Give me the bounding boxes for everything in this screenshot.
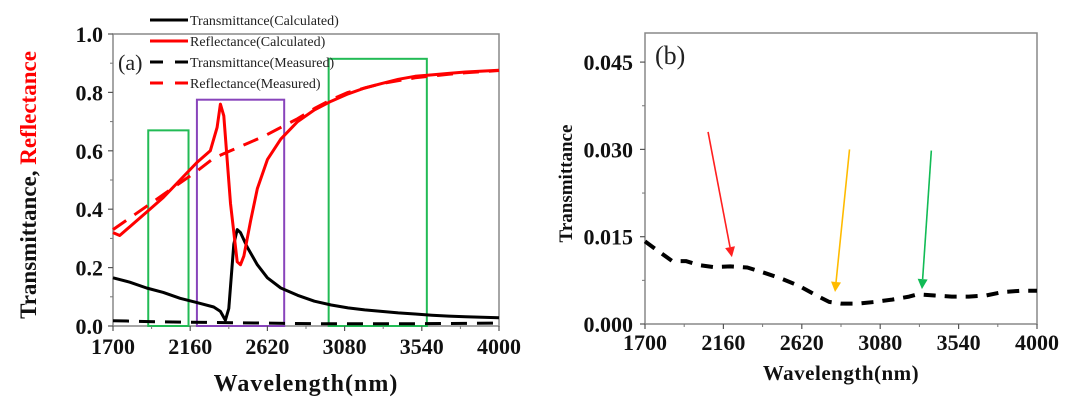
x-axis: 1700 2160 2620 3080 3540 4000 [623,324,1059,355]
x-tick-label: 2620 [245,334,289,359]
legend-label: Reflectance(Calculated) [190,35,326,50]
legend-label: Transmittance(Measured) [190,56,334,71]
y-axis-title-transmittance: Transmittance, [16,165,41,319]
y-axis-title-reflectance: Reflectance [16,51,41,165]
arrow-shaft [835,149,851,283]
series-group [112,68,500,326]
x-tick-label: 3540 [400,334,444,359]
y-tick-label: 0.2 [76,256,104,281]
y-axis-title: Transmittance, Reflectance [16,51,41,319]
x-tick-label: 2160 [701,330,745,355]
x-tick-label: 1700 [623,330,667,355]
arrow-shaft [707,131,731,248]
legend-item: Reflectance(Calculated) [150,35,326,50]
x-axis-title: Wavelength(nm) [214,371,399,397]
y-tick-label: 0.015 [584,225,634,250]
x-axis-title: Wavelength(nm) [763,361,919,385]
arrow-head [917,278,928,290]
legend-label: Transmittance(Calculated) [190,14,339,29]
plot-frame [644,32,1038,325]
y-tick-label: 1.0 [76,22,104,47]
x-tick-label: 4000 [1015,330,1059,355]
x-tick-label: 2160 [168,334,212,359]
legend-item: Transmittance(Measured) [150,56,334,71]
x-tick-label: 3540 [937,330,981,355]
arrow-annotation [831,149,851,292]
series-reflectance-measured [112,69,500,231]
x-axis: 1700 2160 2620 3080 3540 4000 [91,326,521,359]
x-tick-label: 3080 [323,334,367,359]
y-tick-label: 0.000 [584,312,634,337]
panel-label: (a) [118,50,142,75]
legend-label: Reflectance(Measured) [190,77,321,92]
x-tick-label: 3080 [858,330,902,355]
y-axis: 0.000 0.015 0.030 0.045 [584,50,645,337]
legend-item: Reflectance(Measured) [150,77,321,92]
arrow-annotation [917,150,933,290]
arrow-head [725,246,735,258]
panel-b: 1700 2160 2620 3080 3540 4000 0.000 0.015 0.030… [556,32,1059,385]
highlight-box [147,129,190,327]
y-tick-label: 0.030 [584,137,634,162]
panel-label: (b) [655,41,685,70]
arrow-annotation [707,131,735,258]
y-tick-label: 0.6 [76,139,104,164]
series-transmittance-calculated [112,228,500,322]
x-tick-label: 1700 [91,334,135,359]
legend: Transmittance(Calculated) Reflectance(Cal… [150,14,339,92]
y-axis: 0.0 0.2 0.4 0.6 0.8 1.0 [76,22,113,339]
y-tick-label: 0.4 [76,197,104,222]
series-group [643,239,1037,306]
arrow-shaft [921,150,933,280]
series-transmittance-measured [112,319,500,326]
y-tick-label: 0.045 [584,50,634,75]
arrow-head [831,281,842,292]
y-tick-label: 0.0 [76,314,104,339]
y-tick-label: 0.8 [76,80,104,105]
highlight-box [195,98,286,327]
y-axis-title: Transmittance [556,125,577,243]
x-tick-label: 2620 [780,330,824,355]
x-tick-label: 4000 [477,334,521,359]
legend-item: Transmittance(Calculated) [150,14,339,29]
arrows [707,131,933,292]
highlight-boxes [147,57,428,327]
highlight-box [327,57,428,327]
series-reflectance-calculated [112,68,500,267]
series-transmittance-measured [643,239,1037,306]
panel-a: 1700 2160 2620 3080 3540 4000 0.0 0.2 0.4 0.6 0.8… [16,14,521,397]
